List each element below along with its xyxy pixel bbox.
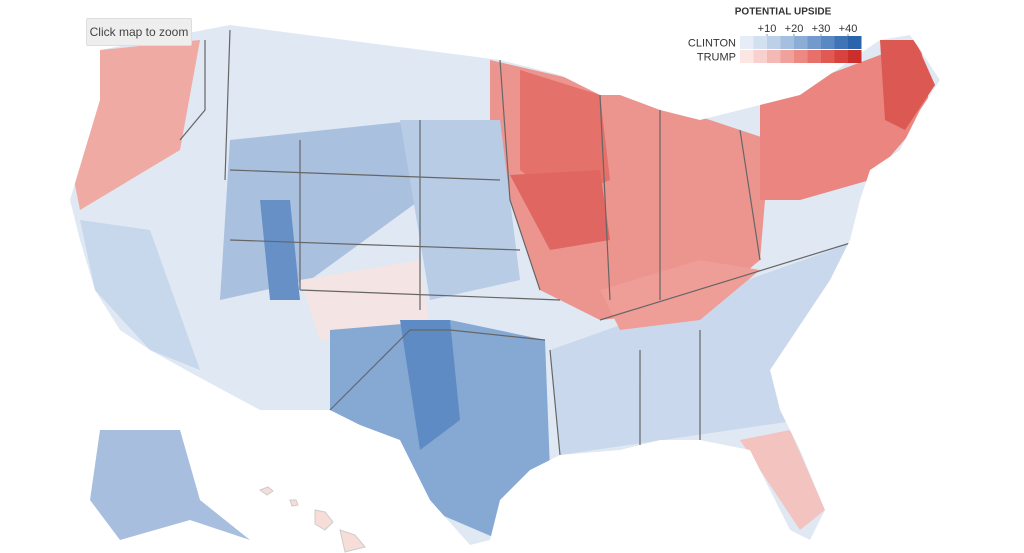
legend-swatch [767,36,781,49]
hawaii[interactable] [258,486,366,553]
legend-swatch [740,50,754,63]
legend-tick-label: +10 [758,23,777,35]
upper-midwest [520,70,610,200]
zoom-button[interactable]: Click map to zoom [86,18,192,46]
legend-row-label: TRUMP [697,51,736,63]
legend-title: POTENTIAL UPSIDE [735,7,832,18]
legend-swatch [807,50,821,63]
legend-swatch [753,36,767,49]
legend-swatch [834,36,848,49]
legend-swatch [767,50,781,63]
legend-swatch [834,50,848,63]
legend-row-label: CLINTON [688,37,736,49]
legend-swatch [780,36,794,49]
legend-swatch [821,36,835,49]
alaska[interactable] [90,430,250,540]
legend-swatch [848,36,862,49]
new-mexico [300,260,430,340]
plains [400,120,520,300]
texas-core [400,320,460,450]
legend-swatch [807,36,821,49]
legend-tick-label: +40 [839,23,858,35]
legend-swatch [794,36,808,49]
legend-tick-label: +30 [812,23,831,35]
utah-core [260,200,300,300]
legend-tick-label: +20 [785,23,804,35]
legend-swatch [848,50,862,63]
legend: POTENTIAL UPSIDE +10 +20 +30 +40 CLINTON TRUM… [688,7,862,63]
florida [740,430,825,530]
legend-swatch [780,50,794,63]
state-borders [179,29,861,456]
west-coast [70,40,200,210]
legend-swatch [740,36,754,49]
iowa-region [510,170,610,250]
maine [880,40,935,130]
legend-swatch [794,50,808,63]
california [80,220,200,370]
legend-swatch [753,50,767,63]
legend-swatch [821,50,835,63]
